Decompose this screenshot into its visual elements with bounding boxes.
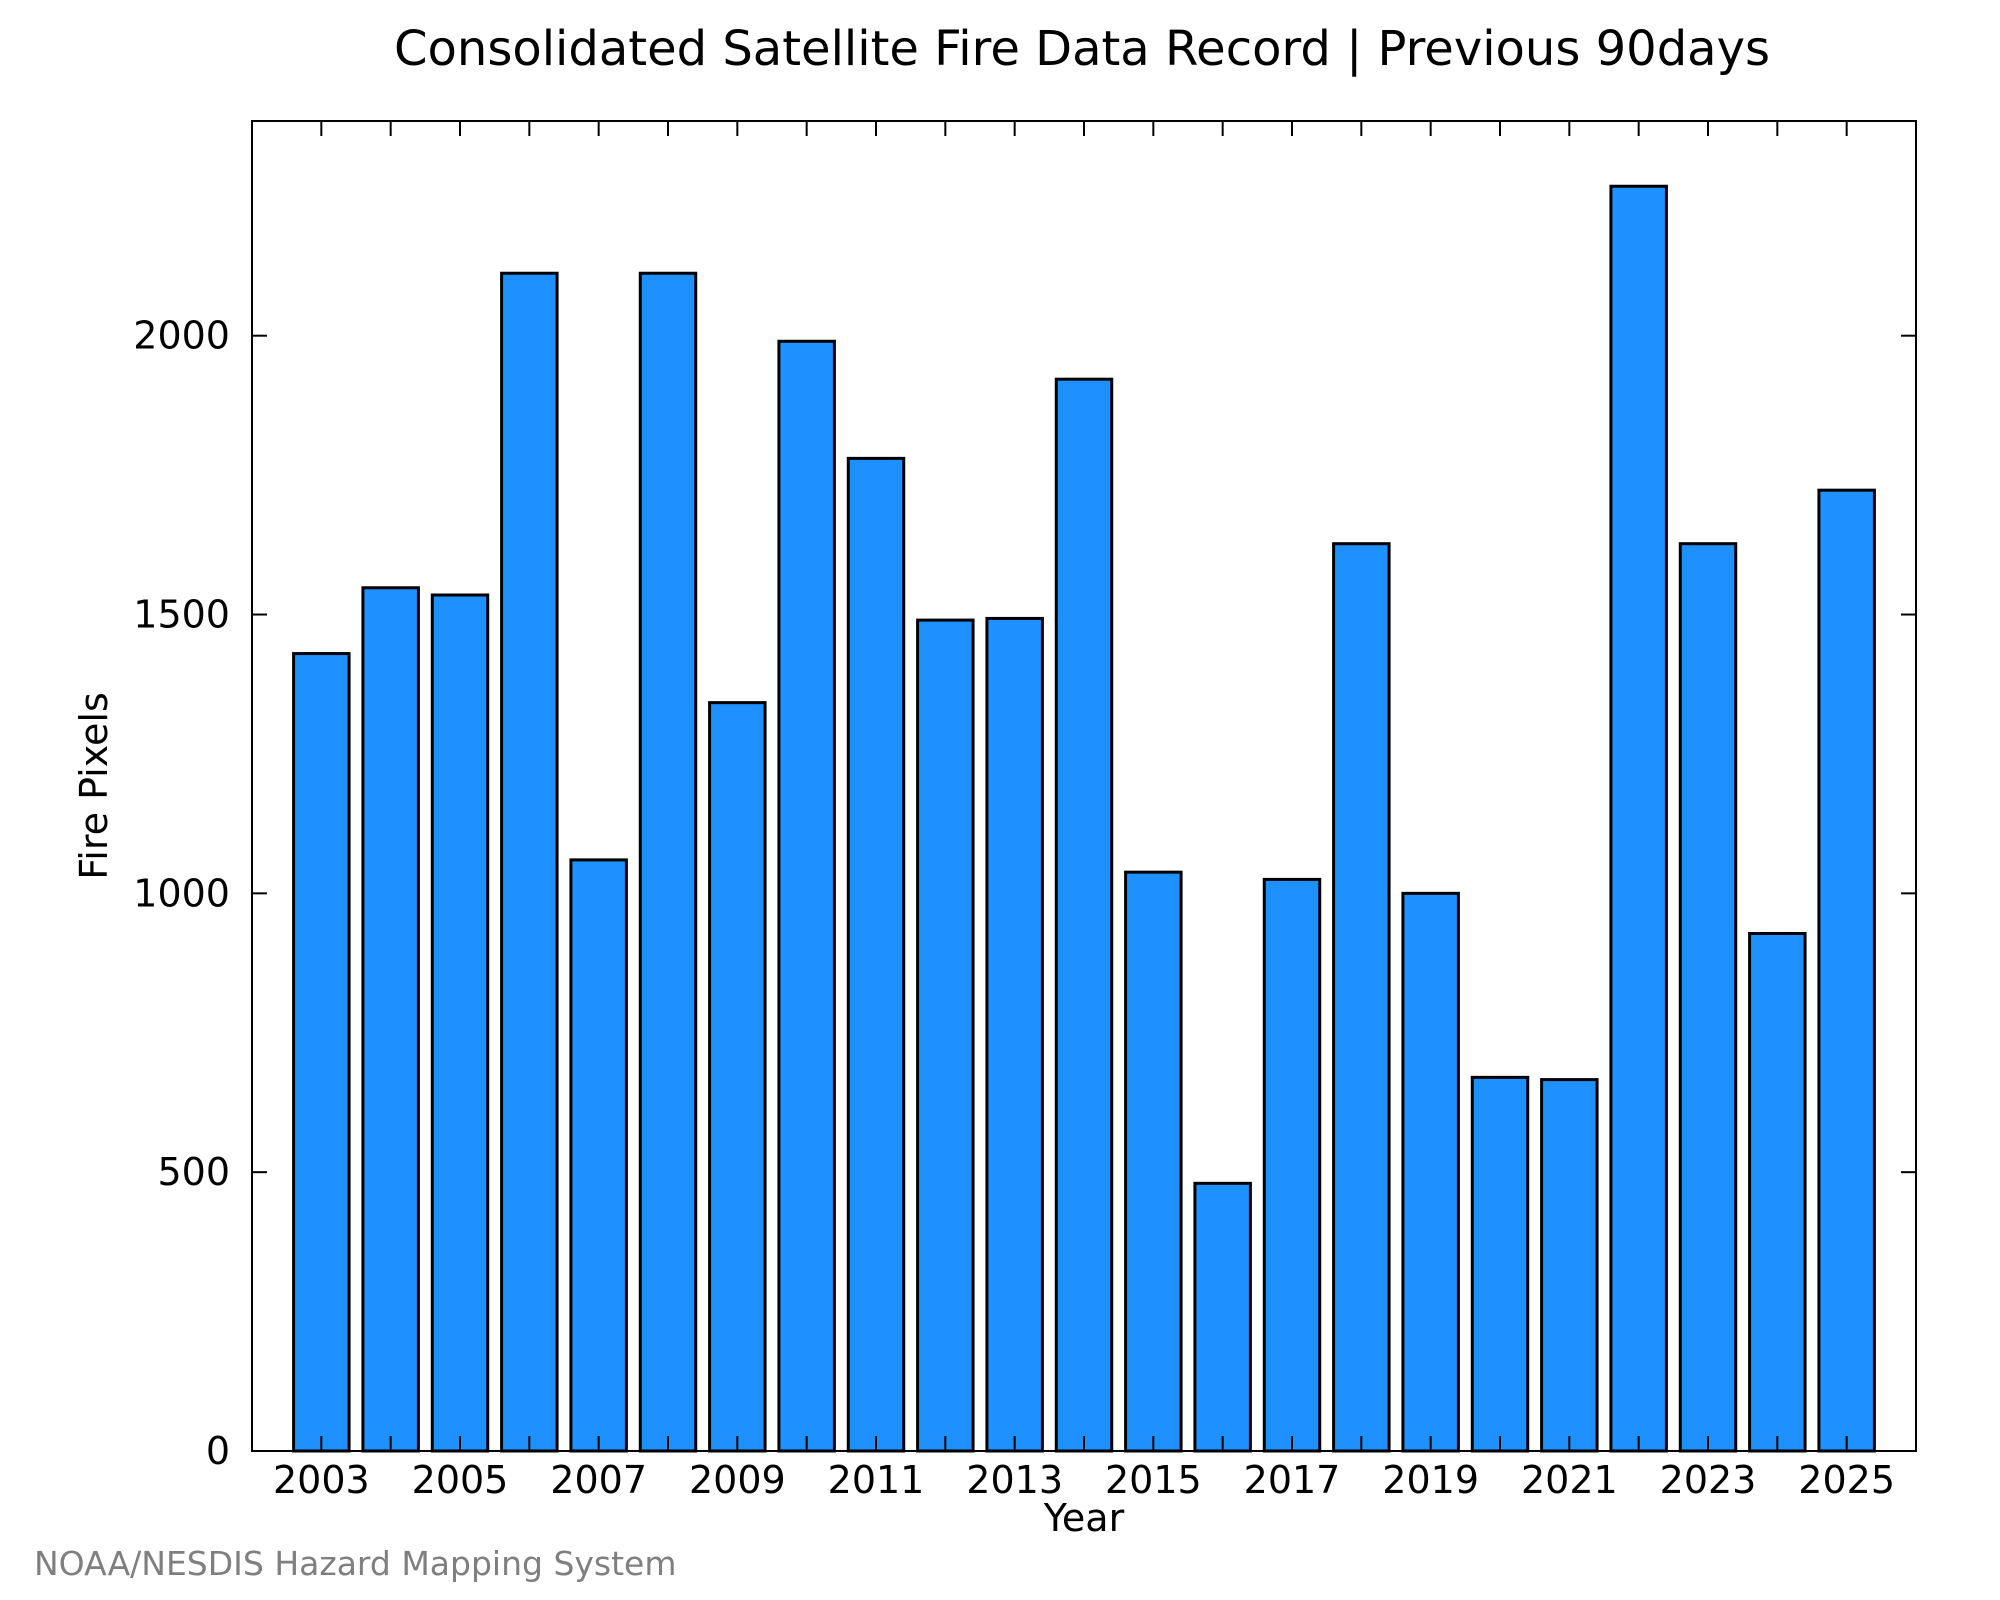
bar-2012 [916, 618, 975, 1453]
x-tick-label: 2007 [550, 1458, 647, 1502]
bar-2004 [361, 586, 420, 1453]
x-tick-label: 2011 [828, 1458, 925, 1502]
x-tick-label: 2009 [689, 1458, 786, 1502]
credit-text: NOAA/NESDIS Hazard Mapping System [34, 1544, 677, 1583]
y-tick-label: 1500 [133, 593, 230, 637]
bar-2023 [1678, 542, 1738, 1453]
bar-2020 [1470, 1075, 1530, 1453]
bar-2010 [777, 339, 836, 1453]
x-tick-label: 2013 [966, 1458, 1063, 1502]
y-tick-label: 2000 [133, 314, 230, 358]
bar-2016 [1193, 1181, 1252, 1453]
bar-2025 [1817, 488, 1876, 1453]
x-tick-label: 2003 [273, 1458, 370, 1502]
y-axis-ticks: 0 500 1000 1500 2000 [133, 314, 1916, 1473]
bar-2003 [292, 652, 351, 1453]
y-tick-label: 0 [206, 1429, 230, 1473]
bar-2015 [1124, 870, 1183, 1453]
x-tick-label: 2021 [1521, 1458, 1618, 1502]
bar-2009 [708, 701, 767, 1453]
bar-2024 [1748, 932, 1807, 1453]
x-tick-label: 2015 [1105, 1458, 1202, 1502]
x-tick-label: 2025 [1798, 1458, 1895, 1502]
bar-2018 [1332, 542, 1391, 1453]
bar-2021 [1540, 1078, 1599, 1453]
chart-title: Consolidated Satellite Fire Data Record … [394, 21, 1770, 77]
bar-2011 [846, 456, 906, 1453]
bar-2019 [1401, 891, 1460, 1453]
x-tick-label: 2023 [1660, 1458, 1757, 1502]
x-tick-label: 2005 [412, 1458, 509, 1502]
y-tick-label: 1000 [133, 871, 230, 915]
y-tick-label: 500 [157, 1150, 230, 1194]
bar-2017 [1262, 877, 1322, 1453]
bars-layer [292, 184, 1876, 1453]
bar-2008 [638, 271, 698, 1453]
x-tick-label: 2017 [1244, 1458, 1341, 1502]
bar-2006 [500, 271, 559, 1453]
x-axis-ticks: 2003 2005 2007 2009 2011 2013 2015 2017 2019 2021… [273, 121, 1895, 1502]
bar-2007 [569, 858, 628, 1453]
x-axis-label: Year [1043, 1496, 1125, 1540]
y-axis-label: Fire Pixels [72, 692, 116, 880]
x-tick-label: 2019 [1382, 1458, 1479, 1502]
bar-2022 [1609, 184, 1668, 1453]
bar-2005 [430, 593, 490, 1453]
bar-2014 [1054, 377, 1114, 1453]
bar-2013 [985, 616, 1044, 1453]
